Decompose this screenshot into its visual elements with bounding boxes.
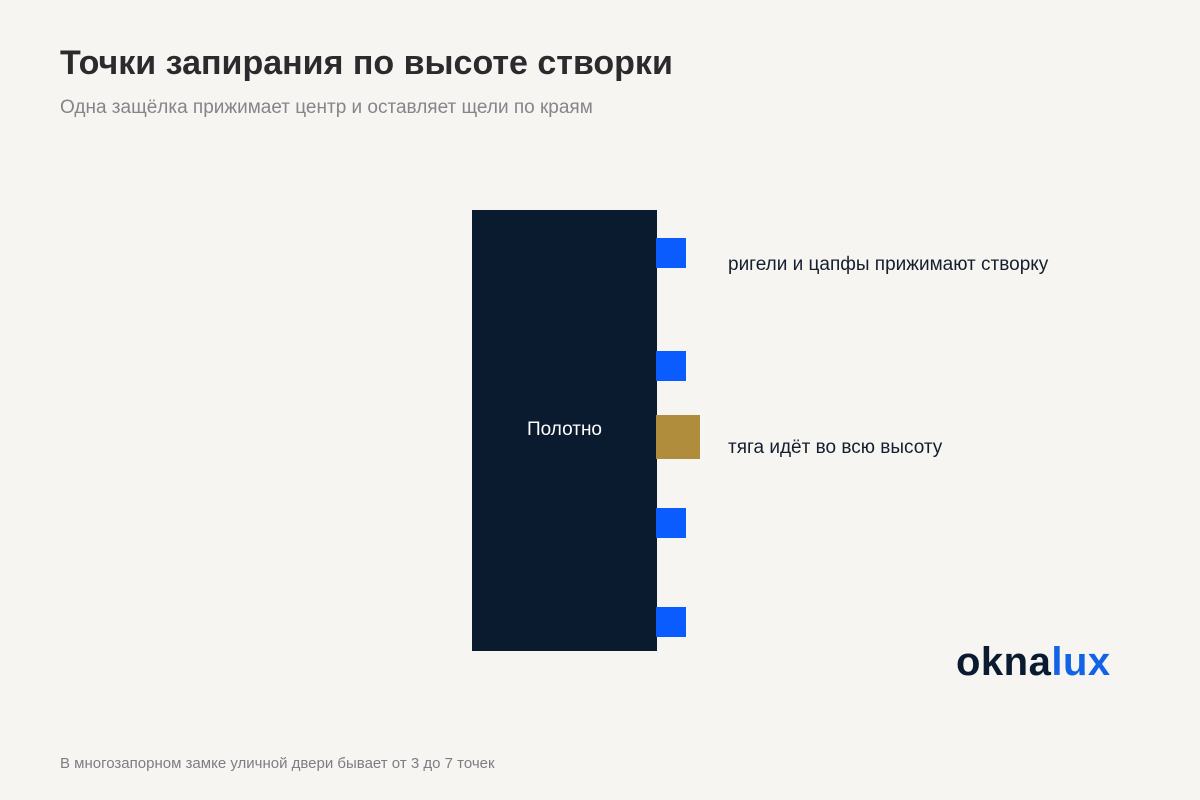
callout-locking-points: ригели и цапфы прижимают створку — [728, 254, 1049, 275]
locking-point-upper — [656, 351, 686, 381]
page-title: Точки запирания по высоте створки — [60, 44, 673, 82]
locking-point-top — [656, 238, 686, 268]
sash-label: Полотно — [526, 419, 603, 440]
locking-point-lower — [656, 508, 686, 538]
brand-logo: oknalux — [956, 640, 1111, 685]
logo-lux: lux — [1051, 640, 1111, 684]
locking-point-bottom — [656, 607, 686, 637]
door-sash: Полотно — [472, 210, 657, 651]
callout-rod: тяга идёт во всю высоту — [728, 437, 943, 458]
footnote: В многозапорном замке уличной двери быва… — [60, 755, 495, 772]
page-subtitle: Одна защёлка прижимает центр и оставляет… — [60, 97, 593, 118]
logo-okna: okna — [956, 640, 1052, 684]
central-rod-block — [656, 415, 700, 459]
